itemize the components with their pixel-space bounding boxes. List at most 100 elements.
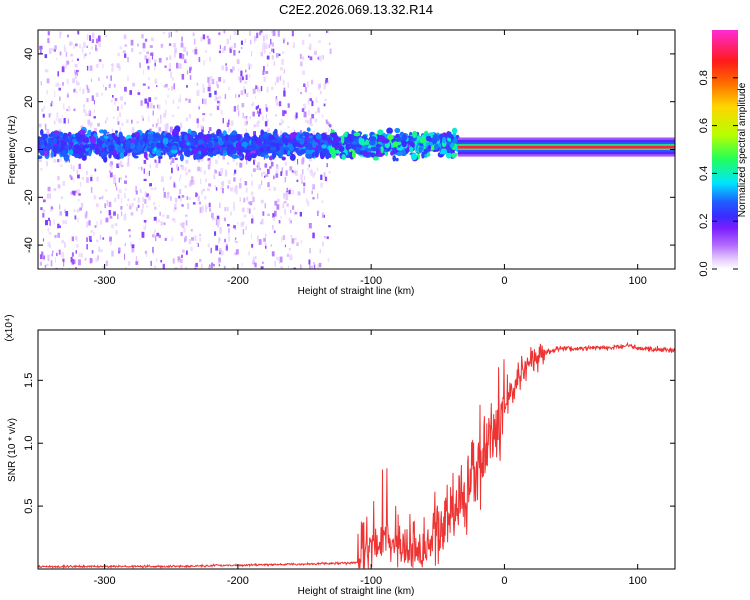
- heatmap-cell: [77, 189, 80, 195]
- heatmap-cell: [111, 67, 114, 72]
- snr-xtick-label: 100: [629, 575, 647, 587]
- heatmap-cell: [257, 167, 259, 170]
- heatmap-cell: [97, 123, 100, 127]
- heatmap-cell: [451, 152, 457, 159]
- heatmap-cell: [117, 52, 120, 56]
- heatmap-cell: [53, 219, 55, 225]
- heatmap-cell: [95, 44, 97, 51]
- heatmap-cell: [202, 98, 204, 104]
- heatmap-cell: [185, 117, 188, 122]
- heatmap-cell: [76, 244, 79, 248]
- heatmap-cell: [131, 244, 135, 249]
- heatmap-cell: [191, 237, 194, 241]
- heatmap-cell: [72, 138, 77, 143]
- heatmap-cell: [75, 190, 77, 194]
- heatmap-cell: [124, 53, 127, 58]
- heatmap-cell: [40, 207, 43, 210]
- heatmap-cell: [154, 62, 156, 67]
- heatmap-cell: [267, 127, 270, 131]
- heatmap-cell: [218, 264, 220, 267]
- heatmap-cell: [236, 133, 241, 141]
- heatmap-cell: [166, 123, 169, 129]
- colorbar-tick-label: 0.8: [698, 70, 710, 85]
- heatmap-cell: [44, 69, 48, 72]
- heatmap-cell: [172, 136, 178, 141]
- heatmap-cell: [58, 129, 61, 134]
- heatmap-cell: [200, 263, 203, 269]
- heatmap-cell: [261, 136, 265, 142]
- heatmap-cell: [127, 156, 130, 161]
- heatmap-cell: [53, 131, 59, 135]
- heatmap-cell: [58, 249, 61, 255]
- spectrogram-ylabel: Frequency (Hz): [7, 116, 18, 185]
- heatmap-cell: [179, 53, 182, 59]
- heatmap-cell: [282, 120, 284, 124]
- heatmap-cell: [219, 228, 223, 234]
- heatmap-cell: [274, 210, 277, 217]
- heatmap-cell: [314, 264, 316, 269]
- heatmap-cell: [78, 147, 86, 153]
- heatmap-cell: [192, 32, 195, 37]
- heatmap-cell: [143, 178, 147, 182]
- heatmap-cell: [169, 126, 173, 133]
- heatmap-cell: [114, 223, 118, 227]
- heatmap-cell: [169, 176, 172, 180]
- heatmap-cell: [202, 134, 210, 142]
- heatmap-cell: [46, 129, 50, 135]
- heatmap-cell: [261, 180, 263, 186]
- heatmap-cell: [230, 211, 232, 216]
- heatmap-cell: [152, 133, 160, 139]
- heatmap-cell: [149, 183, 152, 187]
- heatmap-cell: [239, 77, 242, 83]
- heatmap-cell: [152, 246, 154, 253]
- heatmap-cell: [132, 82, 136, 87]
- heatmap-cell: [163, 191, 166, 198]
- heatmap-cell: [96, 203, 99, 208]
- heatmap-cell: [89, 52, 91, 55]
- heatmap-cell: [289, 166, 293, 171]
- heatmap-cell: [143, 226, 147, 230]
- heatmap-cell: [181, 53, 185, 60]
- heatmap-cell: [65, 211, 69, 217]
- heatmap-cell: [208, 160, 211, 166]
- heatmap-cell: [229, 35, 231, 40]
- heatmap-cell: [315, 97, 317, 103]
- heatmap-cell: [156, 123, 158, 127]
- heatmap-cell: [56, 252, 58, 257]
- heatmap-cell: [44, 150, 48, 157]
- heatmap-cell: [251, 104, 253, 107]
- heatmap-cell: [135, 131, 140, 138]
- heatmap-cell: [180, 174, 182, 179]
- heatmap-cell: [301, 158, 304, 165]
- heatmap-cell: [445, 146, 452, 154]
- spectrogram-xlabel: Height of straight line (km): [298, 286, 415, 297]
- heatmap-cell: [167, 145, 171, 152]
- heatmap-cell: [178, 151, 181, 156]
- heatmap-cell: [309, 43, 312, 48]
- heatmap-cell: [233, 206, 235, 211]
- heatmap-cell: [162, 31, 166, 35]
- heatmap-cell: [93, 143, 97, 147]
- heatmap-cell: [181, 73, 185, 80]
- heatmap-cell: [188, 169, 191, 173]
- heatmap-cell: [181, 264, 183, 269]
- heatmap-cell: [173, 182, 176, 188]
- heatmap-cell: [219, 45, 221, 49]
- heatmap-cell: [171, 85, 174, 91]
- heatmap-cell: [318, 55, 322, 58]
- heatmap-cell: [78, 193, 81, 196]
- heatmap-cell: [186, 85, 188, 88]
- heatmap-cell: [203, 60, 205, 66]
- heatmap-cell: [108, 170, 111, 173]
- heatmap-cell: [118, 247, 121, 253]
- heatmap-cell: [48, 48, 52, 54]
- heatmap-cell: [124, 253, 126, 260]
- heatmap-cell: [207, 243, 210, 248]
- heatmap-cell: [197, 243, 199, 247]
- heatmap-cell: [237, 222, 239, 225]
- heatmap-cell: [312, 232, 315, 239]
- heatmap-cell: [280, 130, 283, 135]
- heatmap-cell: [281, 59, 284, 65]
- heatmap-cell: [174, 267, 178, 269]
- heatmap-cell: [208, 152, 215, 157]
